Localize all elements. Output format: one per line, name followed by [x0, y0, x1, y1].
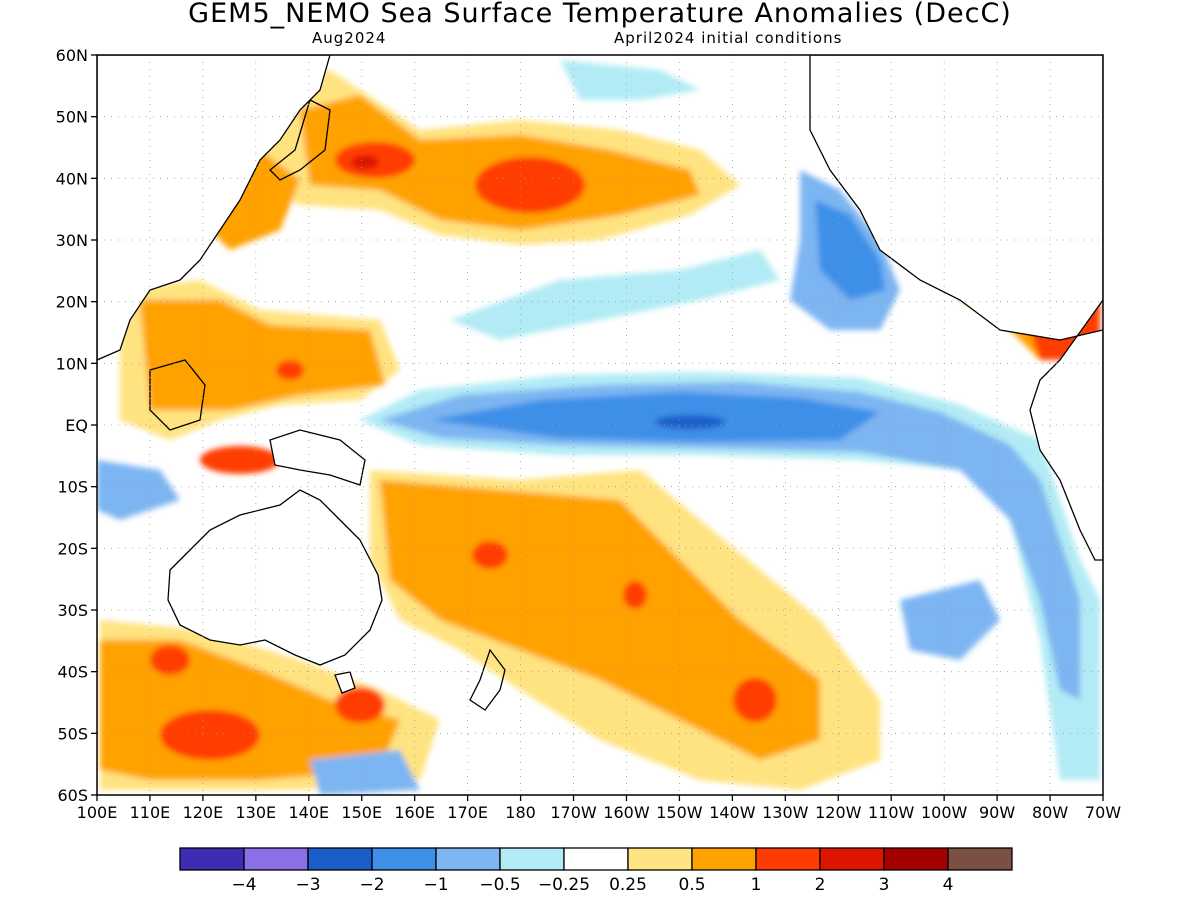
colorbar-swatch	[371, 847, 437, 871]
lon-tick-label: 130W	[762, 803, 809, 822]
lon-tick-label: 100E	[77, 803, 118, 822]
lat-tick-label: EQ	[65, 416, 88, 435]
lon-tick-label: 140W	[709, 803, 756, 822]
colorbar-swatch	[883, 847, 949, 871]
lon-tick-label: 140E	[288, 803, 329, 822]
lat-tick-label: 20N	[56, 293, 88, 312]
lat-tick-label: 30S	[57, 601, 88, 620]
colorbar-label: 4	[943, 875, 954, 895]
colorbar-label: 0.5	[678, 875, 705, 895]
colorbar-label: 0.25	[609, 875, 647, 895]
lon-tick-label: 120E	[183, 803, 224, 822]
colorbar-swatch	[435, 847, 501, 871]
lon-tick-label: 100W	[921, 803, 968, 822]
lon-tick-label: 170W	[550, 803, 597, 822]
new-guinea-landmass	[269, 429, 366, 486]
lon-tick-label: 180	[505, 803, 536, 822]
colorbar-label: −0.25	[538, 875, 590, 895]
map-title: GEM5_NEMO Sea Surface Temperature Anomal…	[188, 0, 1012, 29]
lat-tick-label: 20S	[57, 539, 88, 558]
lon-tick-label: 160W	[603, 803, 650, 822]
tasmania-landmass	[334, 671, 356, 694]
colorbar-label: −0.5	[479, 875, 520, 895]
lat-tick-label: 60S	[57, 786, 88, 805]
lon-tick-label: 80W	[1032, 803, 1068, 822]
graticule	[97, 55, 1103, 795]
lon-tick-label: 170E	[447, 803, 488, 822]
lat-tick-label: 40N	[56, 169, 88, 188]
colorbar-label: 3	[879, 875, 890, 895]
lon-tick-label: 110W	[868, 803, 915, 822]
lon-tick-label: 120W	[815, 803, 862, 822]
lon-tick-label: 70W	[1085, 803, 1121, 822]
borneo-landmass	[149, 359, 206, 431]
new-zealand-landmass	[469, 648, 506, 711]
lat-tick-label: 50S	[57, 724, 88, 743]
colorbar-swatch	[819, 847, 885, 871]
colorbar-swatch	[563, 847, 629, 871]
forecast-month: Aug2024	[312, 29, 387, 47]
colorbar-label: −3	[295, 875, 320, 895]
lon-tick-label: 130E	[236, 803, 277, 822]
colorbar-swatch	[243, 847, 309, 871]
colorbar: −4 −3 −2 −1 −0.5 −0.25 0.25 0.5 1 2 3 4	[179, 847, 1013, 895]
lon-tick-label: 150W	[656, 803, 703, 822]
lat-tick-label: 60N	[56, 46, 88, 65]
colorbar-swatch	[947, 847, 1013, 871]
lat-tick-label: 50N	[56, 108, 88, 127]
longitude-axis: 100E 110E 120E 130E 140E 150E 160E 170E 180 170W 1…	[77, 795, 1121, 822]
colorbar-label: 2	[815, 875, 826, 895]
lat-tick-label: 30N	[56, 231, 88, 250]
colorbar-swatch	[307, 847, 373, 871]
japan-landmass	[269, 99, 331, 181]
lon-tick-label: 160E	[394, 803, 435, 822]
lon-tick-label: 110E	[130, 803, 171, 822]
australia-landmass	[167, 489, 383, 666]
colorbar-swatch	[179, 847, 245, 871]
colorbar-swatch	[755, 847, 821, 871]
coastlines	[97, 55, 1103, 711]
colorbar-label: −4	[231, 875, 256, 895]
lon-tick-label: 90W	[979, 803, 1015, 822]
asia-landmass	[97, 55, 331, 361]
latitude-axis: 60N 50N 40N 30N 20N 10N EQ 10S 20S 30S 40S 50S 60S	[56, 46, 97, 805]
lat-tick-label: 40S	[57, 663, 88, 682]
initial-conditions-label: April2024 initial conditions	[614, 29, 843, 47]
colorbar-label: −1	[423, 875, 448, 895]
lon-tick-label: 150E	[341, 803, 382, 822]
colorbar-swatch	[691, 847, 757, 871]
colorbar-swatch	[627, 847, 693, 871]
lat-tick-label: 10N	[56, 354, 88, 373]
colorbar-swatch	[499, 847, 565, 871]
colorbar-label: 1	[751, 875, 762, 895]
colorbar-label: −2	[359, 875, 384, 895]
americas-landmass	[809, 55, 1103, 561]
lat-tick-label: 10S	[57, 478, 88, 497]
